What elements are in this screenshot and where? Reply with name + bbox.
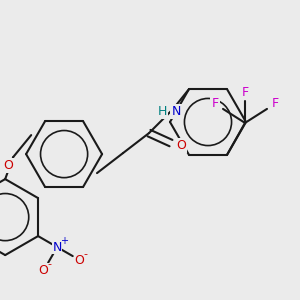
Text: O: O	[75, 254, 85, 267]
Text: N: N	[52, 241, 62, 254]
Text: O: O	[3, 159, 13, 172]
Text: F: F	[272, 98, 279, 110]
Text: -: -	[84, 249, 88, 259]
Text: O: O	[176, 139, 186, 152]
Text: F: F	[242, 86, 249, 99]
Text: F: F	[212, 98, 219, 110]
Text: +: +	[60, 236, 68, 246]
Text: O: O	[39, 264, 49, 277]
Text: -: -	[48, 260, 52, 269]
Text: N: N	[171, 105, 181, 118]
Text: H: H	[157, 105, 167, 118]
